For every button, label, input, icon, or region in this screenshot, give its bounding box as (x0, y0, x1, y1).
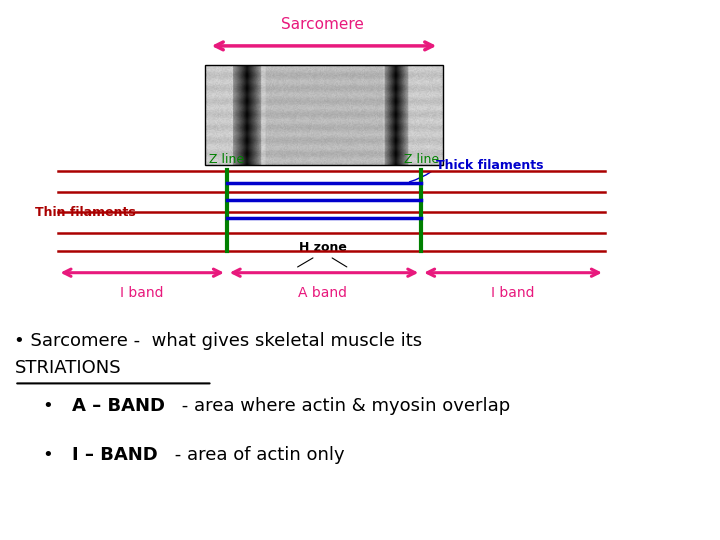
Bar (205, 65, 443, 165)
Text: Z line: Z line (404, 153, 438, 166)
Text: Z line: Z line (210, 153, 244, 166)
Text: I band: I band (491, 286, 534, 300)
Text: •: • (43, 397, 60, 415)
Text: Thin filaments: Thin filaments (35, 206, 135, 219)
Text: STRIATIONS: STRIATIONS (14, 359, 121, 377)
Text: Thick filaments: Thick filaments (436, 159, 543, 172)
Text: I – BAND: I – BAND (72, 446, 158, 463)
Text: A – BAND: A – BAND (72, 397, 165, 415)
Text: A band: A band (298, 286, 347, 300)
Text: • Sarcomere -  what gives skeletal muscle its: • Sarcomere - what gives skeletal muscle… (14, 332, 423, 350)
Text: H zone: H zone (299, 241, 346, 254)
Text: Sarcomere: Sarcomere (281, 17, 364, 32)
Text: - area where actin & myosin overlap: - area where actin & myosin overlap (176, 397, 510, 415)
Text: - area of actin only: - area of actin only (169, 446, 345, 463)
Text: I band: I band (120, 286, 163, 300)
Text: •: • (43, 446, 60, 463)
